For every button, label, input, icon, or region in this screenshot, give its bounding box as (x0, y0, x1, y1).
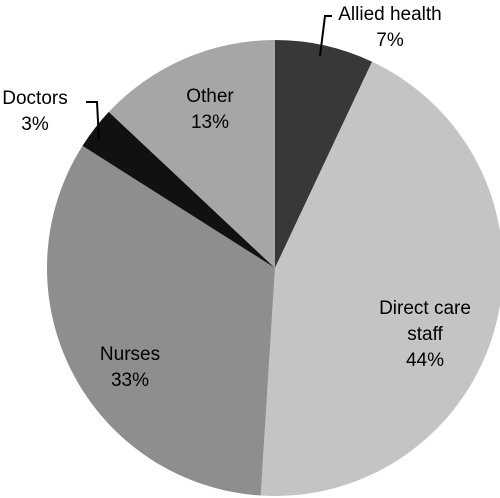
pie-slice (82, 111, 276, 268)
value-label: 7% (376, 30, 404, 51)
slice-label: Nurses 33% (70, 342, 190, 394)
pie-slice (46, 145, 275, 496)
category-label: Nurses (99, 344, 161, 365)
slice-label: Doctors 3% (0, 86, 80, 138)
slice-label: Allied health 7% (325, 2, 455, 54)
leader-line (86, 101, 100, 141)
category-label: Other (186, 86, 234, 107)
slice-label: Other 13% (150, 84, 270, 136)
slice-label: Direct care staff 44% (360, 296, 490, 374)
category-label: Doctors (2, 88, 68, 109)
category-label: Direct care staff (379, 298, 471, 345)
category-label: Allied health (338, 4, 442, 25)
leader-line (319, 15, 332, 57)
pie-slice (275, 40, 373, 268)
value-label: 44% (405, 350, 445, 371)
value-label: 13% (190, 112, 230, 133)
value-label: 33% (110, 370, 150, 391)
pie-slice (108, 40, 275, 268)
pie-slice (260, 61, 500, 496)
value-label: 3% (21, 114, 49, 135)
